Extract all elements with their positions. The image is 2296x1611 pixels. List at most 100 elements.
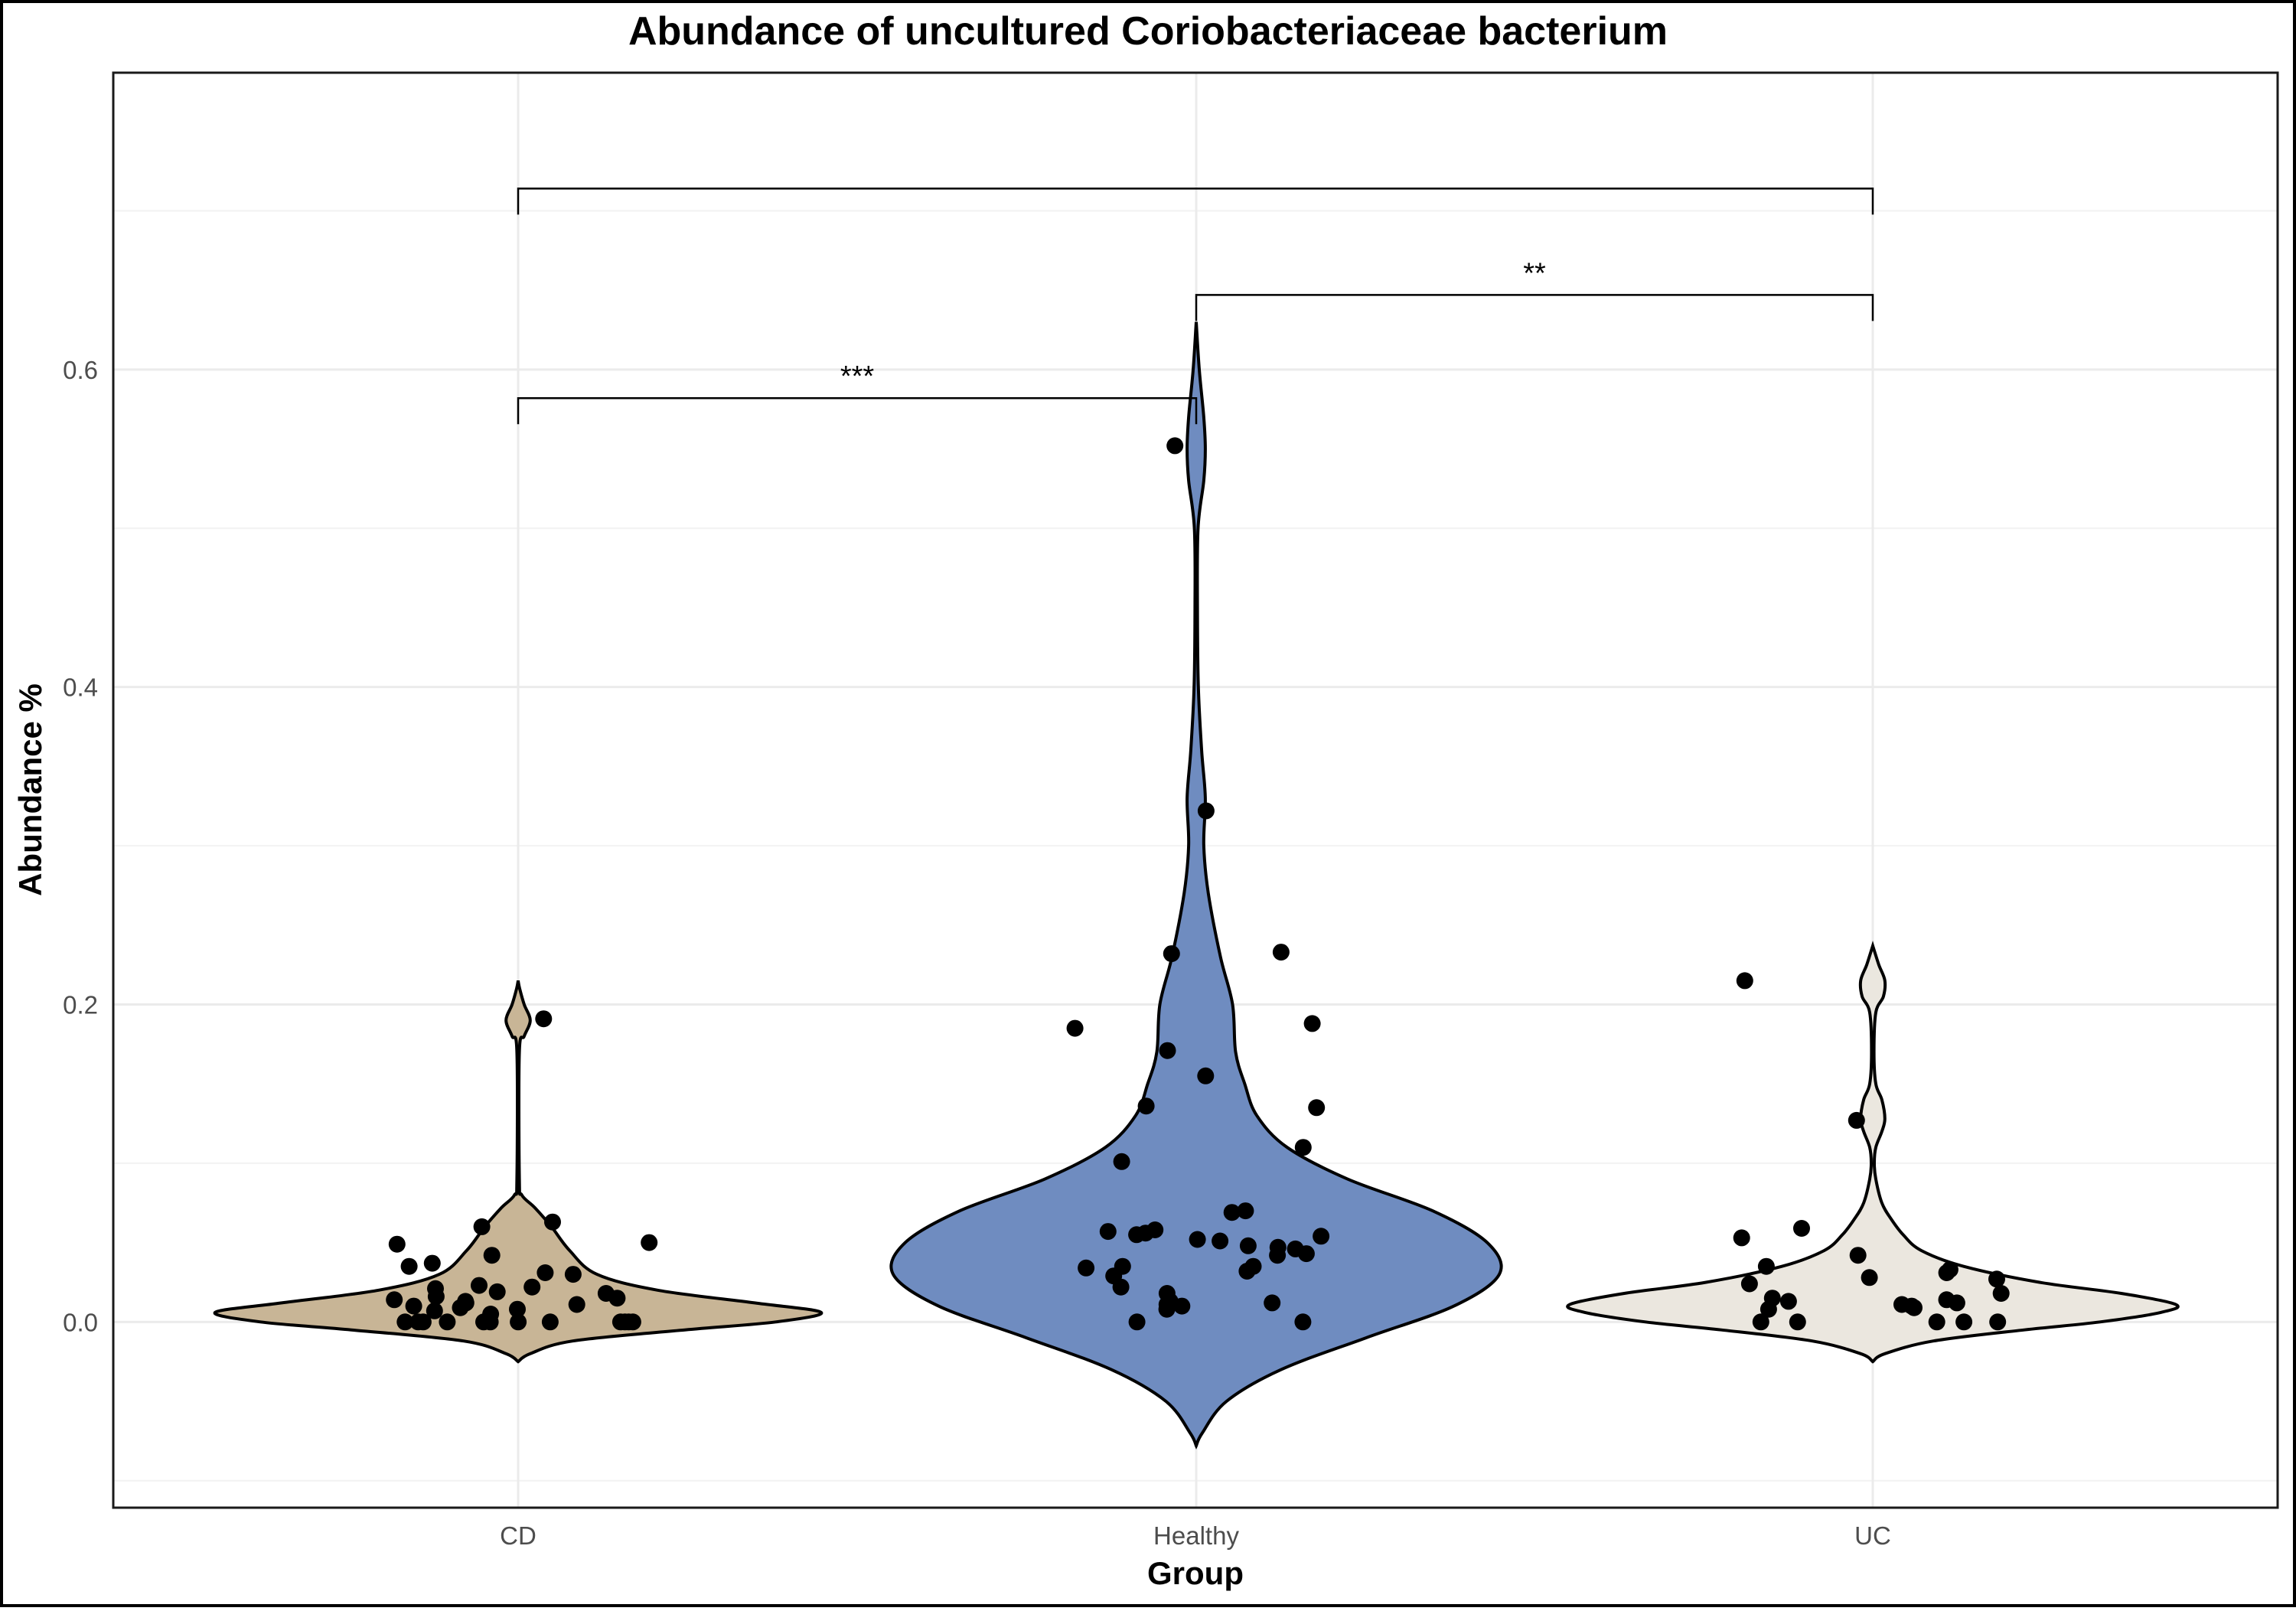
x-axis-title: Group bbox=[1147, 1555, 1244, 1591]
plot-panel-border bbox=[112, 71, 2279, 1509]
data-point-uc bbox=[1928, 1313, 1945, 1331]
data-point-healthy bbox=[1128, 1313, 1146, 1331]
y-axis-title: Abundance % bbox=[12, 683, 48, 896]
data-point-healthy bbox=[1166, 437, 1184, 455]
bracket-cd-uc bbox=[517, 188, 1874, 215]
violin-healthy bbox=[889, 321, 1503, 1450]
bracket-healthy-uc bbox=[1195, 294, 1874, 321]
data-point-cd bbox=[471, 1277, 488, 1294]
data-point-healthy bbox=[1189, 1231, 1206, 1248]
data-point-uc bbox=[1757, 1257, 1775, 1275]
data-point-cd bbox=[396, 1313, 414, 1331]
data-point-uc bbox=[1849, 1247, 1867, 1264]
data-point-cd bbox=[439, 1313, 456, 1331]
data-point-uc bbox=[1740, 1275, 1758, 1293]
significance-label: ** bbox=[1523, 257, 1546, 289]
data-point-healthy bbox=[1159, 1042, 1176, 1059]
violin-cd bbox=[213, 980, 823, 1364]
violin-uc bbox=[1566, 941, 2180, 1364]
data-point-cd bbox=[426, 1302, 443, 1319]
x-axis-ticks: CD Healthy UC bbox=[500, 1521, 1891, 1550]
data-point-cd bbox=[541, 1313, 559, 1331]
y-axis-ticks: 0.0 0.2 0.4 0.6 bbox=[63, 356, 98, 1336]
data-point-healthy bbox=[1212, 1232, 1229, 1250]
data-point-healthy bbox=[1244, 1257, 1262, 1275]
y-tick-label: 0.2 bbox=[63, 991, 98, 1019]
data-point-uc bbox=[1763, 1290, 1781, 1307]
data-point-healthy bbox=[1294, 1139, 1312, 1156]
x-tick-label: Healthy bbox=[1153, 1521, 1239, 1550]
data-point-healthy bbox=[1294, 1313, 1312, 1331]
data-point-cd bbox=[388, 1235, 406, 1253]
data-point-uc bbox=[1789, 1313, 1806, 1331]
data-point-cd bbox=[409, 1313, 427, 1331]
data-point-uc bbox=[1992, 1285, 2010, 1302]
data-point-uc bbox=[1848, 1111, 1865, 1129]
data-point-uc bbox=[1733, 1229, 1750, 1247]
data-point-healthy bbox=[1099, 1223, 1117, 1241]
data-point-healthy bbox=[1066, 1019, 1084, 1037]
data-point-uc bbox=[1893, 1296, 1910, 1313]
data-point-healthy bbox=[1239, 1237, 1257, 1254]
data-point-uc bbox=[1941, 1260, 1958, 1278]
data-point-uc bbox=[1955, 1313, 1973, 1331]
significance-label: *** bbox=[840, 360, 875, 393]
data-point-cd bbox=[624, 1313, 641, 1331]
data-point-cd bbox=[400, 1257, 418, 1275]
data-point-healthy bbox=[1237, 1202, 1254, 1220]
data-point-healthy bbox=[1114, 1257, 1131, 1275]
data-point-cd bbox=[510, 1313, 527, 1331]
data-point-healthy bbox=[1158, 1285, 1176, 1302]
data-point-uc bbox=[1989, 1313, 2007, 1331]
data-point-uc bbox=[1736, 972, 1753, 990]
data-point-cd bbox=[473, 1218, 491, 1235]
y-tick-label: 0.0 bbox=[63, 1308, 98, 1336]
data-point-healthy bbox=[1313, 1228, 1330, 1245]
data-point-cd bbox=[536, 1264, 554, 1281]
data-point-cd bbox=[482, 1306, 500, 1322]
data-point-cd bbox=[483, 1247, 501, 1264]
data-point-healthy bbox=[1223, 1204, 1241, 1221]
data-point-uc bbox=[1793, 1220, 1810, 1237]
significance-brackets: ***** bbox=[517, 188, 1874, 425]
data-point-cd bbox=[544, 1213, 561, 1231]
data-point-healthy bbox=[1264, 1294, 1281, 1312]
violins bbox=[213, 321, 2180, 1450]
data-point-cd bbox=[509, 1300, 526, 1318]
data-point-healthy bbox=[1303, 1015, 1321, 1032]
data-point-cd bbox=[423, 1254, 441, 1272]
data-point-cd bbox=[386, 1291, 403, 1309]
data-point-healthy bbox=[1308, 1099, 1326, 1117]
y-tick-label: 0.4 bbox=[63, 673, 98, 702]
data-point-uc bbox=[1938, 1291, 1955, 1309]
data-point-healthy bbox=[1137, 1097, 1155, 1115]
data-point-healthy bbox=[1197, 802, 1215, 820]
bracket-cd-healthy bbox=[517, 396, 1198, 425]
data-point-healthy bbox=[1146, 1221, 1164, 1238]
data-point-uc bbox=[1861, 1269, 1878, 1287]
data-point-uc bbox=[1988, 1270, 2005, 1288]
chart-title: Abundance of uncultured Coriobacteriacea… bbox=[628, 9, 1668, 54]
data-point-cd bbox=[457, 1293, 475, 1310]
data-point-cd bbox=[568, 1296, 585, 1313]
data-point-cd bbox=[535, 1010, 553, 1028]
data-point-cd bbox=[427, 1280, 444, 1297]
data-point-cd bbox=[523, 1278, 541, 1296]
data-point-healthy bbox=[1269, 1238, 1287, 1256]
data-point-healthy bbox=[1287, 1240, 1304, 1257]
x-tick-label: UC bbox=[1854, 1521, 1891, 1550]
data-point-cd bbox=[564, 1266, 582, 1283]
data-point-cd bbox=[641, 1234, 658, 1251]
data-point-healthy bbox=[1113, 1153, 1130, 1170]
x-tick-label: CD bbox=[500, 1521, 536, 1550]
data-point-healthy bbox=[1163, 945, 1180, 963]
y-tick-label: 0.6 bbox=[63, 356, 98, 384]
data-point-healthy bbox=[1078, 1259, 1095, 1277]
data-point-uc bbox=[1752, 1313, 1769, 1331]
data-point-cd bbox=[405, 1297, 422, 1315]
data-point-cd bbox=[488, 1283, 506, 1300]
data-point-uc bbox=[1779, 1293, 1797, 1310]
